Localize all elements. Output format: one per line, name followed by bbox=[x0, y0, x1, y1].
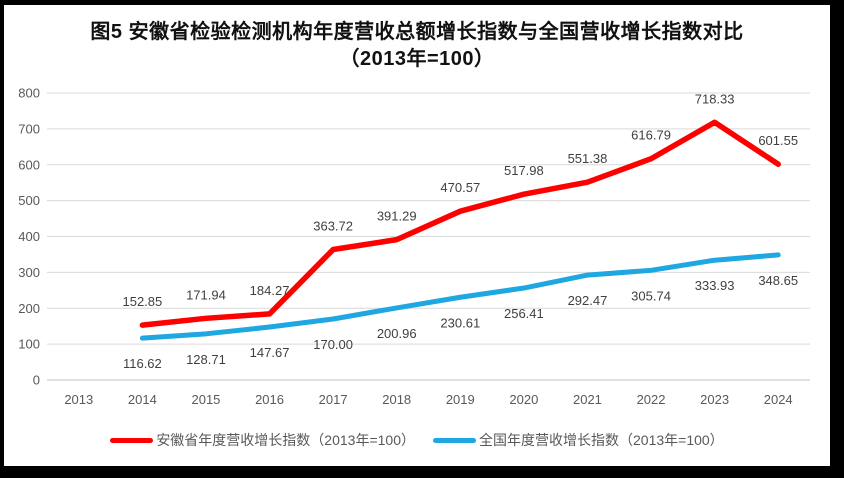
data-label-national-2024: 348.65 bbox=[758, 273, 798, 288]
data-label-national-2015: 128.71 bbox=[186, 352, 226, 367]
x-axis-label-2018: 2018 bbox=[382, 392, 411, 407]
chart-canvas: 图5 安徽省检验检测机构年度营收总额增长指数与全国营收增长指数对比 （2013年… bbox=[4, 5, 830, 466]
data-label-national-2016: 147.67 bbox=[250, 345, 290, 360]
x-axis-label-2013: 2013 bbox=[64, 392, 93, 407]
legend: 安徽省年度营收增长指数（2013年=100） 全国年度营收增长指数（2013年=… bbox=[4, 428, 830, 452]
data-label-national-2020: 256.41 bbox=[504, 306, 544, 321]
x-axis-label-2015: 2015 bbox=[191, 392, 220, 407]
y-axis-label-700: 700 bbox=[18, 121, 40, 136]
data-label-anhui-2017: 363.72 bbox=[313, 219, 353, 234]
data-label-anhui-2014: 152.85 bbox=[122, 294, 162, 309]
x-axis-label-2017: 2017 bbox=[319, 392, 348, 407]
chart-title-line-2: （2013年=100） bbox=[339, 48, 495, 70]
y-axis-label-500: 500 bbox=[18, 193, 40, 208]
data-label-anhui-2019: 470.57 bbox=[440, 180, 480, 195]
data-label-national-2019: 230.61 bbox=[440, 315, 480, 330]
x-axis-label-2016: 2016 bbox=[255, 392, 284, 407]
x-axis-label-2023: 2023 bbox=[700, 392, 729, 407]
legend-item-national: 全国年度营收增长指数（2013年=100） bbox=[433, 430, 724, 450]
legend-item-anhui: 安徽省年度营收增长指数（2013年=100） bbox=[110, 430, 415, 450]
data-label-national-2014: 116.62 bbox=[123, 356, 162, 371]
x-axis-label-2021: 2021 bbox=[573, 392, 602, 407]
data-label-national-2023: 333.93 bbox=[695, 278, 735, 293]
y-axis-label-300: 300 bbox=[18, 265, 40, 280]
data-label-national-2018: 200.96 bbox=[377, 326, 417, 341]
data-label-anhui-2018: 391.29 bbox=[377, 209, 417, 224]
data-label-anhui-2022: 616.79 bbox=[631, 128, 671, 143]
data-label-anhui-2016: 184.27 bbox=[250, 283, 290, 298]
legend-line-red bbox=[110, 437, 154, 443]
data-label-national-2022: 305.74 bbox=[631, 288, 671, 303]
y-axis-label-100: 100 bbox=[18, 337, 40, 352]
x-axis-label-2014: 2014 bbox=[128, 392, 157, 407]
y-axis-label-0: 0 bbox=[33, 373, 40, 388]
data-label-anhui-2024: 601.55 bbox=[758, 133, 798, 148]
x-axis-label-2022: 2022 bbox=[637, 392, 666, 407]
y-axis-label-400: 400 bbox=[18, 229, 40, 244]
chart-title-line-1: 图5 安徽省检验检测机构年度营收总额增长指数与全国营收增长指数对比 bbox=[90, 21, 744, 43]
x-axis-label-2019: 2019 bbox=[446, 392, 475, 407]
series-line-anhui bbox=[139, 119, 781, 328]
data-label-anhui-2021: 551.38 bbox=[568, 151, 608, 166]
data-label-anhui-2015: 171.94 bbox=[186, 287, 226, 302]
data-label-anhui-2023: 718.33 bbox=[695, 91, 735, 106]
x-axis-label-2024: 2024 bbox=[764, 392, 793, 407]
data-label-national-2021: 292.47 bbox=[568, 293, 608, 308]
y-axis-label-800: 800 bbox=[18, 86, 40, 101]
legend-line-blue bbox=[433, 437, 476, 443]
chart-title: 图5 安徽省检验检测机构年度营收总额增长指数与全国营收增长指数对比 （2013年… bbox=[4, 19, 830, 73]
data-label-anhui-2020: 517.98 bbox=[504, 163, 544, 178]
y-axis-label-200: 200 bbox=[18, 301, 40, 316]
legend-label-anhui: 安徽省年度营收增长指数（2013年=100） bbox=[156, 432, 415, 448]
y-axis-label-600: 600 bbox=[18, 157, 40, 172]
x-axis-label-2020: 2020 bbox=[509, 392, 538, 407]
series-line-national bbox=[139, 252, 781, 341]
data-label-national-2017: 170.00 bbox=[313, 337, 353, 352]
legend-label-national: 全国年度营收增长指数（2013年=100） bbox=[479, 432, 724, 448]
